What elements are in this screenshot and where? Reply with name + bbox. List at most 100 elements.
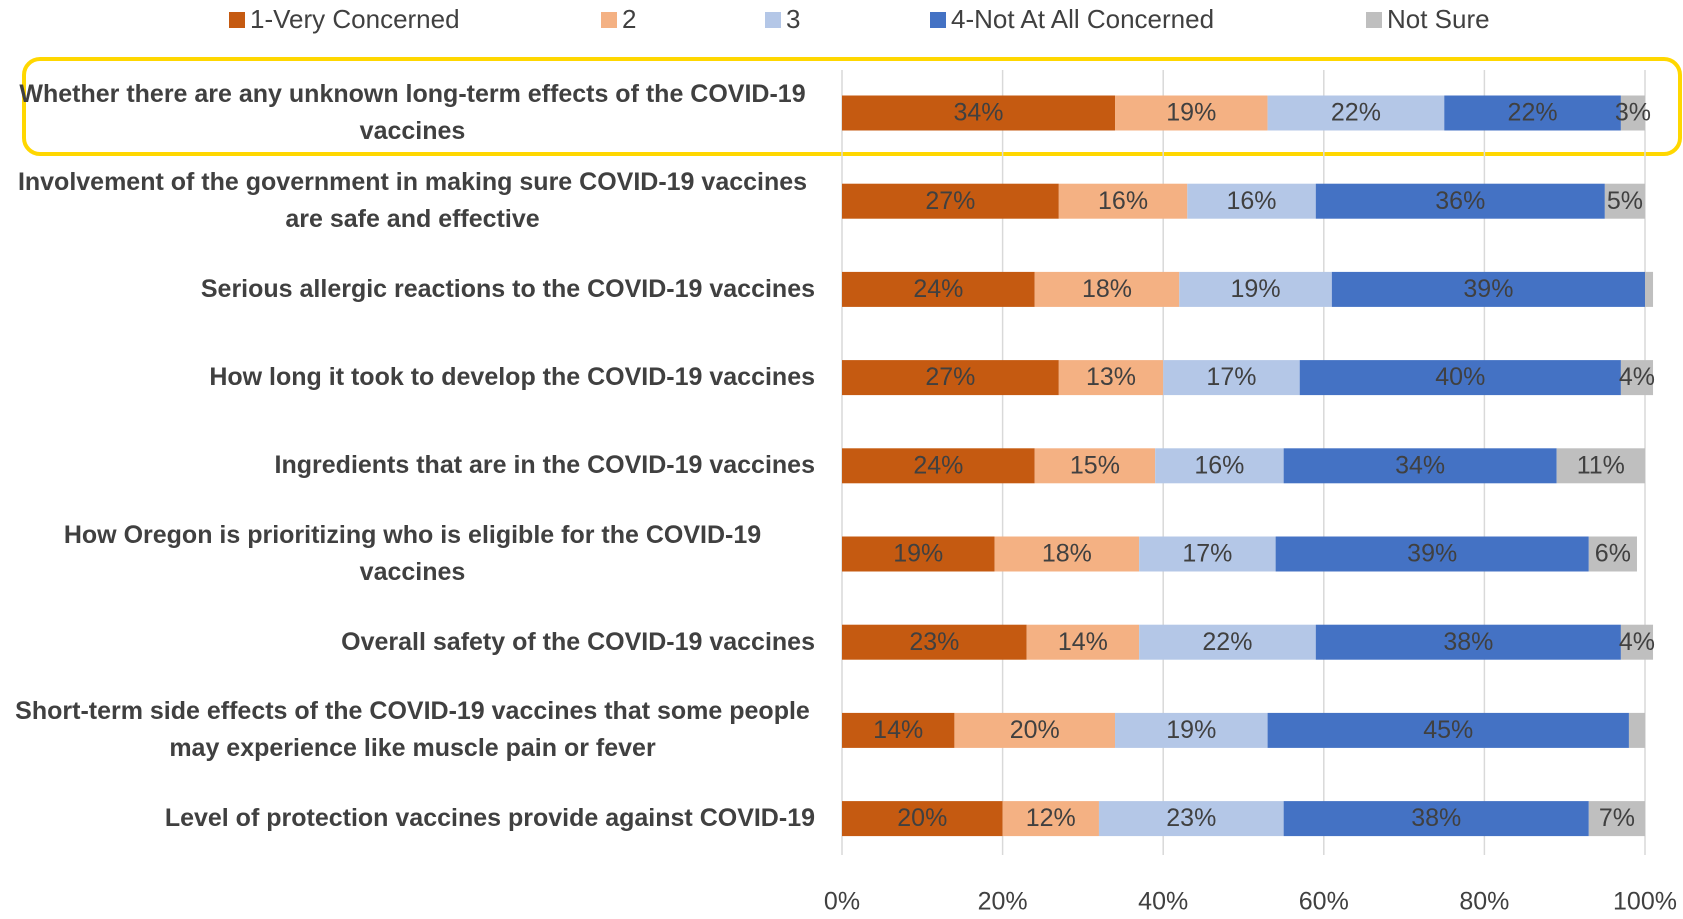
category-label: How Oregon is prioritizing who is eligib… [63,521,762,586]
data-label: 18% [1042,540,1092,568]
data-label: 36% [1435,187,1485,215]
bar-segment [1002,801,1099,837]
x-tick-label: 20% [978,888,1028,916]
bar-segment [1604,183,1645,219]
bar-segment [1267,95,1445,131]
data-label: 24% [913,275,963,303]
bar-segment [1588,801,1645,837]
bar-segment [842,536,995,572]
category-label: Ingredients that are in the COVID-19 vac… [274,451,815,480]
data-label: 22% [1202,628,1252,656]
data-label: 23% [1166,804,1216,832]
highlight-box [22,57,1682,156]
category-label-box: Ingredients that are in the COVID-19 vac… [10,421,815,511]
category-label: Overall safety of the COVID-19 vaccines [341,627,815,656]
data-label: 27% [925,363,975,391]
data-label: 19% [893,540,943,568]
data-label: 38% [1411,804,1461,832]
bar-segment [842,624,1027,660]
data-label: 16% [1227,187,1277,215]
bar-segment [1034,271,1180,307]
data-label: 19% [1231,275,1281,303]
legend-swatch [601,12,617,28]
x-tick-label: 80% [1459,888,1509,916]
bar-segment [1299,360,1621,396]
data-label: 39% [1463,275,1513,303]
bar-segment [1556,448,1645,484]
data-label: 40% [1435,363,1485,391]
data-label: 6% [1595,540,1631,568]
category-label: Short-term side effects of the COVID-19 … [15,697,810,763]
data-label: 18% [1082,275,1132,303]
legend-swatch [765,12,781,28]
data-label: 13% [1086,363,1136,391]
bar-segment [1139,536,1276,572]
data-label: 24% [913,451,963,479]
data-label: 4% [1619,628,1655,656]
data-label: 17% [1206,363,1256,391]
legend-label: 4-Not At All Concerned [951,4,1214,34]
bar-segment [1588,536,1637,572]
data-label: 14% [873,716,923,744]
x-tick-label: 100% [1613,888,1677,916]
bar-segment [1620,360,1654,396]
bar-segment [1275,536,1589,572]
data-label: 23% [909,628,959,656]
bar-segment [1645,271,1654,307]
bar-segment [1139,624,1316,660]
bar-segment [1620,95,1645,131]
bar-segment [1628,712,1645,748]
data-label: 4% [1619,363,1655,391]
bar-segment [1283,448,1557,484]
legend-label: Not Sure [1387,4,1490,34]
bar-segment [1331,271,1645,307]
bar-segment [1187,183,1316,219]
bar-segment [1115,712,1268,748]
bar-segment [842,801,1003,837]
data-label: 17% [1182,540,1232,568]
legend-swatch [1366,12,1382,28]
category-label: Involvement of the government in making … [17,168,808,234]
bar-segment [1058,360,1164,396]
bar-segment [1155,448,1284,484]
bar-segment [1026,624,1140,660]
data-label: 20% [1010,716,1060,744]
data-label: 22% [1508,99,1558,127]
category-label-box: Short-term side effects of the COVID-19 … [10,685,815,775]
bar-segment [842,95,1116,131]
legend-label: 2 [622,4,636,34]
bar-segment [1058,183,1188,219]
bar-segment [842,712,955,748]
category-label-box: Serious allergic reactions to the COVID-… [10,244,815,334]
data-label: 11% [1577,451,1625,479]
category-label-box: Overall safety of the COVID-19 vaccines [10,597,815,687]
bar-segment [1315,624,1621,660]
legend-swatch [930,12,946,28]
bar-segment [842,448,1035,484]
category-label: Level of protection vaccines provide aga… [164,804,815,833]
category-label-box: How Oregon is prioritizing who is eligib… [10,509,815,599]
category-label-box: Whether there are any unknown long-term … [10,68,815,158]
x-tick-label: 0% [824,888,860,916]
bar-segment [1034,448,1156,484]
category-label-box: Involvement of the government in making … [10,156,815,246]
bar-segment [1267,712,1629,748]
data-label: 15% [1070,451,1120,479]
category-label: How long it took to develop the COVID-19… [209,363,815,392]
data-label: 27% [925,187,975,215]
category-label-box: Level of protection vaccines provide aga… [10,774,815,864]
x-tick-label: 60% [1299,888,1349,916]
data-label: 22% [1331,99,1381,127]
bar-segment [1315,183,1605,219]
data-label: 19% [1166,716,1216,744]
bar-segment [1179,271,1332,307]
x-tick-label: 40% [1138,888,1188,916]
bar-segment [842,360,1059,396]
category-label: Whether there are any unknown long-term … [19,80,806,145]
data-label: 38% [1443,628,1493,656]
data-label: 16% [1098,187,1148,215]
bar-segment [1444,95,1621,131]
legend-swatch [229,12,245,28]
bar-segment [994,536,1140,572]
